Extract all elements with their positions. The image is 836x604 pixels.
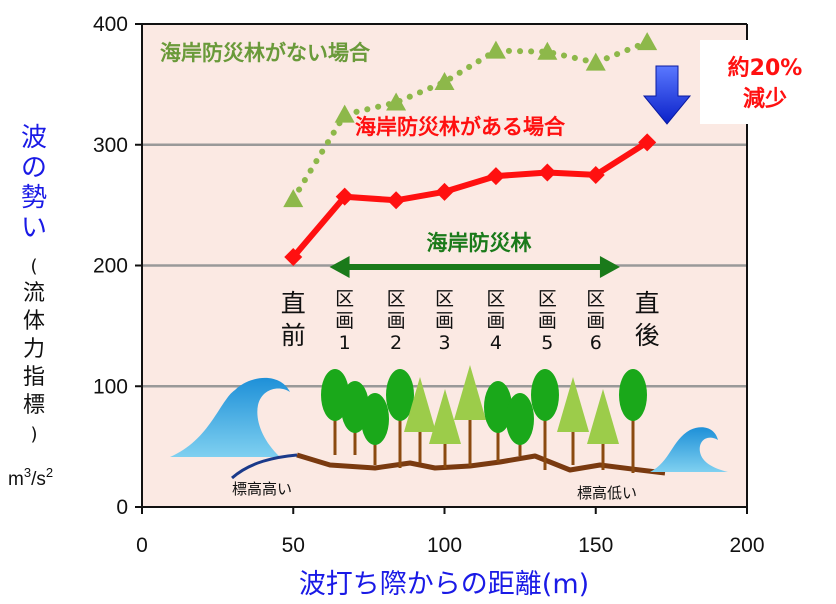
tree-crown-12 [619, 369, 647, 421]
series-1-point-3 [435, 182, 454, 201]
shore-line [231, 453, 298, 480]
x-tick-label-0: 0 [136, 534, 148, 557]
x-tick-label-150: 150 [578, 534, 613, 557]
series-1-point-2 [387, 191, 406, 210]
down-arrow-shape [642, 65, 692, 125]
reduction-callout-line1: 約20% [728, 55, 803, 81]
forest-label: 海岸防災林 [427, 231, 532, 255]
axes [135, 23, 748, 514]
elevation-high-label: 標高高い [232, 480, 292, 498]
section-after: 直後 [635, 289, 660, 350]
series-0-line [290, 39, 651, 203]
section-5: 区画 5 [538, 288, 557, 354]
tree-crown-11 [587, 389, 619, 444]
series-1-point-1 [335, 187, 354, 206]
section-before: 直前 [281, 289, 306, 350]
series-0-point-5 [537, 41, 558, 60]
y-axis-subtitle: (流体力指標) [23, 256, 45, 445]
series-0-point-6 [585, 52, 606, 71]
series-0-point-3 [434, 71, 455, 90]
series-1-point-5 [538, 163, 557, 182]
series-1-point-7 [638, 133, 657, 152]
forest-range-arrow [329, 256, 620, 278]
tree-crown-8 [506, 393, 534, 445]
section-6: 区画 6 [586, 288, 605, 354]
tree-crown-3 [386, 369, 414, 421]
series-1-point-0 [284, 248, 303, 267]
x-axis-title: 波打ち際からの距離(m) [299, 569, 589, 600]
section-labels: 直前 直後 区画 1 区画 2 区画 3 区画 4 区画 5 区画 6 [281, 288, 660, 354]
x-tick-label-50: 50 [282, 534, 305, 557]
series-group [283, 32, 658, 267]
tree-crown-6 [454, 365, 486, 420]
series-label-with-forest: 海岸防災林がある場合 [355, 115, 566, 139]
y-axis-unit: m3/s2 [8, 465, 53, 490]
y-tick-label-0: 0 [116, 496, 128, 519]
forest-arrow-right-head [599, 256, 620, 278]
big-wave-icon [170, 377, 290, 457]
tree-crown-5 [429, 389, 461, 444]
y-tick-labels: 0 100 200 300 400 [93, 13, 128, 519]
y-tick-label-100: 100 [93, 375, 128, 398]
section-4: 区画 4 [486, 288, 505, 354]
tree-crown-9 [531, 369, 559, 421]
series-0-point-0 [283, 189, 304, 208]
elevation-low-label: 標高低い [577, 484, 637, 502]
tree-crown-2 [361, 393, 389, 445]
x-tick-labels: 0 50 100 150 200 [136, 534, 764, 557]
section-1: 区画 1 [335, 288, 354, 354]
series-0-point-2 [386, 92, 407, 111]
series-1-point-6 [586, 165, 605, 184]
y-tick-label-300: 300 [93, 134, 128, 157]
tree-crown-10 [557, 377, 589, 432]
x-tick-label-100: 100 [427, 534, 462, 557]
series-1-point-4 [486, 167, 505, 186]
y-tick-label-200: 200 [93, 255, 128, 278]
ground-line [296, 452, 666, 476]
y-axis-title: 波の勢い [21, 123, 47, 243]
forest-arrow-left-head [329, 256, 350, 278]
series-0-point-7 [637, 32, 658, 51]
x-tick-label-200: 200 [729, 534, 764, 557]
tree-crown-7 [484, 381, 512, 433]
series-label-no-forest: 海岸防災林がない場合 [160, 41, 371, 65]
reduction-callout-line2: 減少 [743, 87, 787, 112]
tree-crown-4 [404, 377, 436, 432]
section-3: 区画 3 [435, 288, 454, 354]
series-0-point-1 [334, 104, 355, 123]
y-tick-label-400: 400 [93, 13, 128, 36]
callout-box [700, 40, 830, 124]
section-2: 区画 2 [387, 288, 406, 354]
series-0-point-4 [485, 40, 506, 59]
forest-scene-illustration [170, 365, 728, 480]
reduction-arrow-icon [642, 65, 692, 125]
small-wave-icon [650, 427, 728, 472]
